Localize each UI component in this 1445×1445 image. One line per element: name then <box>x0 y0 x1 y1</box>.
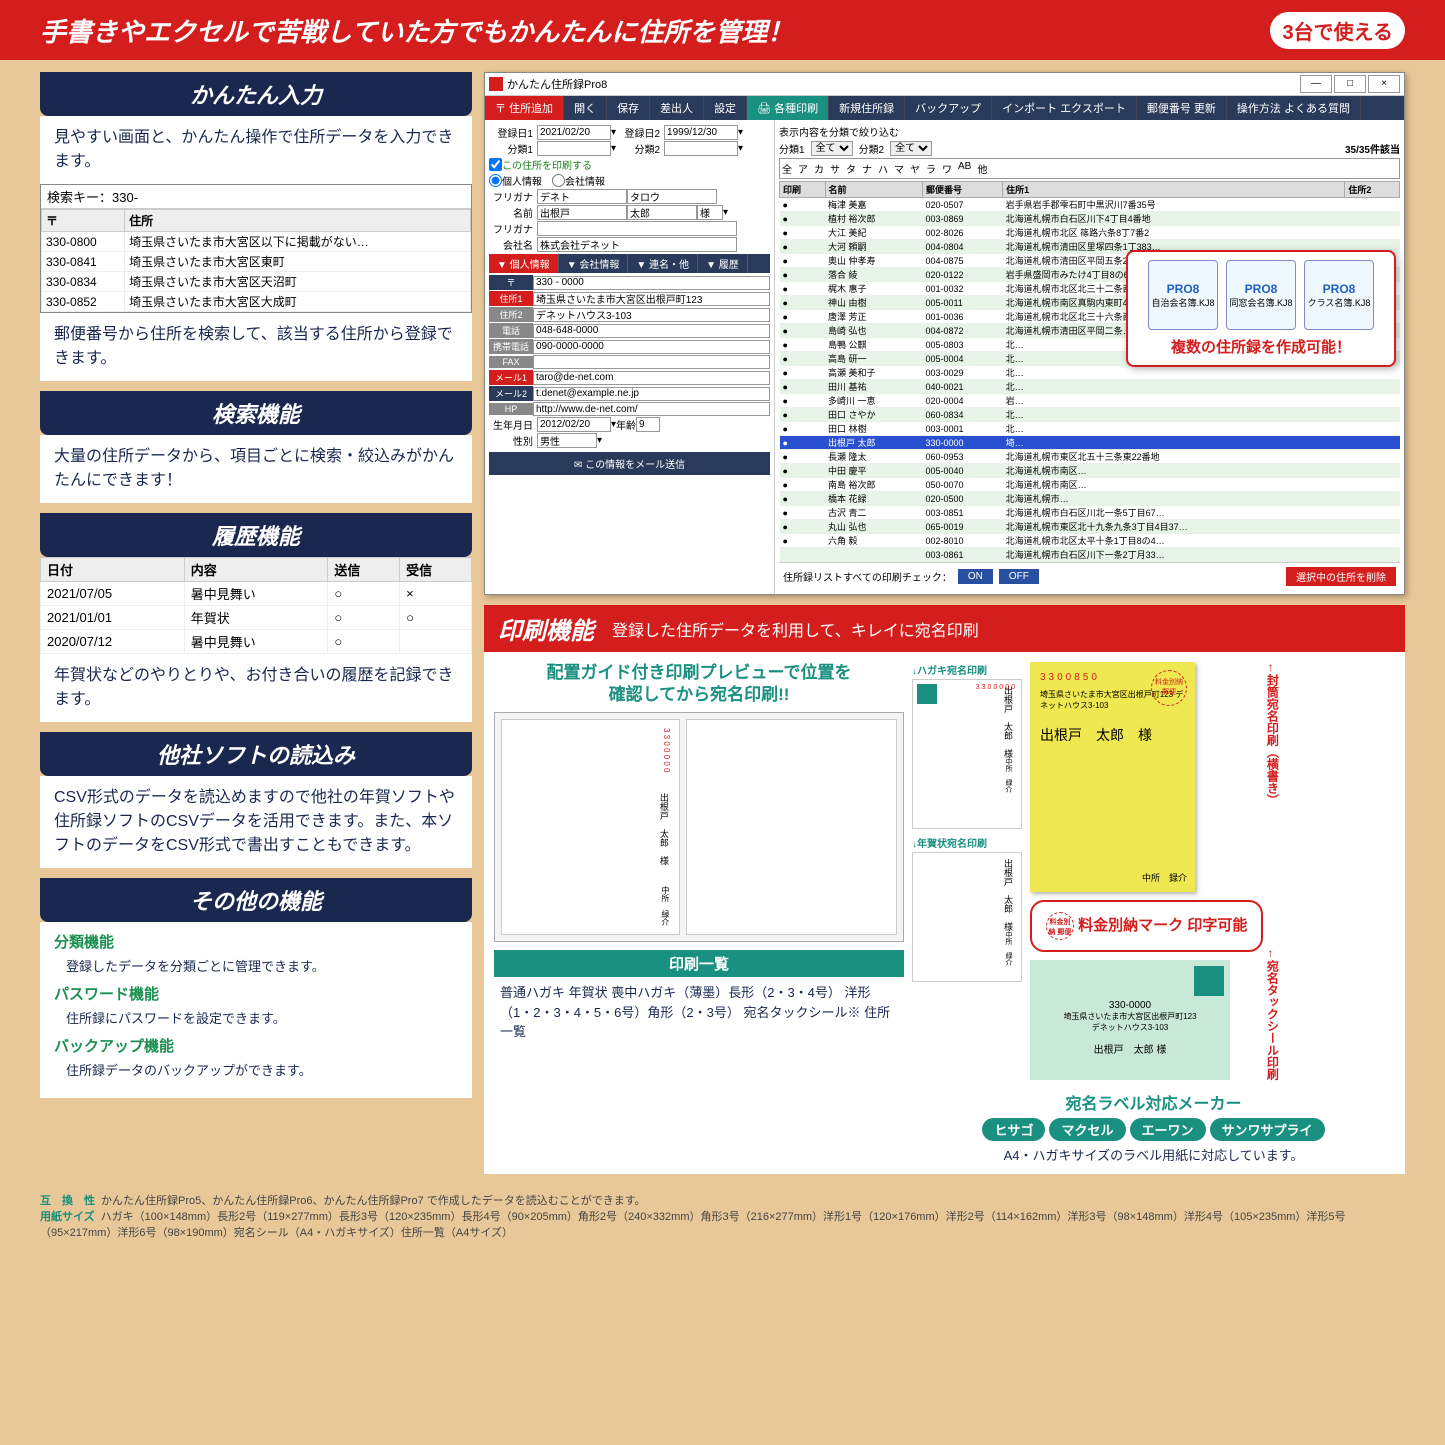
table-row[interactable]: ●橋本 花緑020-0500北海道札幌市… <box>780 492 1400 506</box>
form-pane: 登録日1▾ 登録日2▾ 分類1▾ 分類2▾ この住所を印刷する 個人情報 会社情… <box>485 120 775 594</box>
toolbar-btn[interactable]: 差出人 <box>650 96 704 120</box>
section-hdr-input: かんたん入力 <box>40 72 472 116</box>
window-title: かんたん住所録Pro8 <box>507 76 607 92</box>
send-mail-button[interactable]: ✉ この情報をメール送信 <box>489 452 770 475</box>
company-radio[interactable] <box>552 173 565 188</box>
tack-sample: 330-0000 埼玉県さいたま市大宮区出根戸町123 デネットハウス3-103… <box>1030 960 1230 1080</box>
firstname-input[interactable] <box>627 205 697 220</box>
toolbar-btn[interactable]: 〒 住所追加 <box>485 96 564 120</box>
company-input[interactable] <box>537 237 737 252</box>
mobile-input[interactable] <box>533 340 770 354</box>
footer: 互 換 性かんたん住所録Pro5、かんたん住所録Pro6、かんたん住所録Pro7… <box>0 1186 1445 1246</box>
close-button[interactable]: × <box>1368 75 1400 93</box>
table-row[interactable]: ●古沢 青二003-0851北海道札幌市白石区川北一条5丁目67… <box>780 506 1400 520</box>
table-row[interactable]: ●高瀬 美和子003-0029北… <box>780 366 1400 380</box>
print-checkbox[interactable] <box>489 157 502 172</box>
print-list-hdr: 印刷一覧 <box>494 950 904 977</box>
nenga-sample: 出根戸 太郎 様中所 緑介 <box>912 852 1022 982</box>
table-row[interactable]: ●出根戸 太郎330-0000埼… <box>780 436 1400 450</box>
row-count: 35/35件該当 <box>1345 141 1400 156</box>
toolbar-btn[interactable]: 開く <box>564 96 607 120</box>
fax-input[interactable] <box>533 355 770 369</box>
table-row[interactable]: ●多崎川 一恵020-0004岩… <box>780 394 1400 408</box>
toolbar-btn[interactable]: バックアップ <box>905 96 992 120</box>
print-hdr: 印刷機能 <box>498 611 594 646</box>
table-row[interactable]: ●植村 裕次郎003-0869北海道札幌市白石区川下4丁目4番地 <box>780 212 1400 226</box>
kana-filter[interactable]: 全アカサタナハマヤラワAB他 <box>779 158 1400 179</box>
check-off-button[interactable]: OFF <box>999 569 1039 584</box>
list-pane: 表示内容を分類で絞り込む 分類1全て 分類2全て35/35件該当 全アカサタナハ… <box>775 120 1404 594</box>
postal-desc: 郵便番号から住所を検索して、該当する住所から登録できます。 <box>40 313 472 381</box>
section-hdr-search: 検索機能 <box>40 391 472 435</box>
addr1-input[interactable] <box>533 292 770 306</box>
minimize-button[interactable]: — <box>1300 75 1332 93</box>
toolbar-btn[interactable]: 操作方法 よくある質問 <box>1227 96 1361 120</box>
table-row[interactable]: ●六角 毅002-8010北海道札幌市北区太平十条1丁目8の4… <box>780 534 1400 548</box>
toolbar-btn[interactable]: 新規住所録 <box>829 96 905 120</box>
addr2-input[interactable] <box>533 308 770 322</box>
table-row[interactable]: ●田川 基祐040-0021北… <box>780 380 1400 394</box>
toolbar-btn[interactable]: インポート エクスポート <box>992 96 1137 120</box>
mail1-input[interactable] <box>533 371 770 385</box>
cat2-select[interactable] <box>664 141 738 156</box>
date1-input[interactable] <box>537 125 611 140</box>
tel-input[interactable] <box>533 324 770 338</box>
maximize-button[interactable]: □ <box>1334 75 1366 93</box>
filter2-select[interactable]: 全て <box>890 141 932 156</box>
table-row[interactable]: ●南島 裕次郎050-0070北海道札幌市南区… <box>780 478 1400 492</box>
titlebar: かんたん住所録Pro8 — □ × <box>485 73 1404 96</box>
table-row[interactable]: ●長瀬 隆太060-0953北海道札幌市東区北五十三条東22番地 <box>780 450 1400 464</box>
toolbar-btn[interactable]: 郵便番号 更新 <box>1137 96 1227 120</box>
zip-input[interactable] <box>533 276 770 290</box>
banner-title: 手書きやエクセルで苦戦していた方でもかんたんに住所を管理！ <box>40 12 793 49</box>
table-row[interactable]: 003-0861北海道札幌市白石区川下一条2丁月33… <box>780 548 1400 562</box>
table-row[interactable]: ●丸山 弘也065-0019北海道札幌市東区北十九条九条3丁目4目37… <box>780 520 1400 534</box>
feature-column: かんたん入力 見やすい画面と、かんたん操作で住所データを入力できます。 検索キー… <box>40 72 472 1174</box>
hagaki-sample: 3300000 出根戸 太郎 様中所 緑介 <box>912 679 1022 829</box>
sex-select[interactable] <box>537 433 597 448</box>
birthday-input[interactable] <box>537 417 611 432</box>
banner-badge: 3台で使える <box>1270 12 1405 49</box>
toolbar-btn[interactable]: 🖨 各種印刷 <box>747 96 829 120</box>
table-row[interactable]: ●田口 林樹003-0001北… <box>780 422 1400 436</box>
section-hdr-other: その他の機能 <box>40 878 472 922</box>
section-hdr-history: 履歴機能 <box>40 513 472 557</box>
other-features: 分類機能登録したデータを分類ごとに管理できます。パスワード機能住所録にパスワード… <box>40 922 472 1098</box>
envelope-sample: 料金別納 郵便 3300850 埼玉県さいたま市大宮区出根戸町123 デネットハ… <box>1030 662 1195 892</box>
toolbar-btn[interactable]: 保存 <box>607 96 650 120</box>
lastname-input[interactable] <box>537 205 627 220</box>
postal-search-sample: 検索キー：330- 〒住所330-0800埼玉県さいたま市大宮区以下に掲載がない… <box>40 184 472 313</box>
table-row[interactable]: ●田口 さやか060-0834北… <box>780 408 1400 422</box>
section-hdr-import: 他社ソフトの読込み <box>40 732 472 776</box>
print-preview: 3 3 0 0 0 0 0出根戸 太郎 様中所 緑介 <box>494 712 904 942</box>
print-section: 印刷機能 登録した住所データを利用して、キレイに宛名印刷 配置ガイド付き印刷プレ… <box>484 605 1405 1174</box>
delete-button[interactable]: 選択中の住所を削除 <box>1286 567 1396 586</box>
filter1-select[interactable]: 全て <box>811 141 853 156</box>
address-table[interactable]: 印刷名前郵便番号住所1住所2●梅津 美嘉020-0507岩手県岩手郡雫石町中黒沢… <box>779 181 1400 562</box>
multi-book-callout: PRO8自治会名簿.KJ8PRO8同窓会名簿.KJ8PRO8クラス名簿.KJ8 … <box>1126 250 1396 367</box>
mail2-input[interactable] <box>533 387 770 401</box>
table-row[interactable]: ●中田 慶平005-0040北海道札幌市南区… <box>780 464 1400 478</box>
app-icon <box>489 77 503 91</box>
table-row[interactable]: ●梅津 美嘉020-0507岩手県岩手郡雫石町中黒沢川7番35号 <box>780 198 1400 212</box>
date2-input[interactable] <box>664 125 738 140</box>
hp-input[interactable] <box>533 402 770 416</box>
cat1-select[interactable] <box>537 141 611 156</box>
check-on-button[interactable]: ON <box>958 569 993 584</box>
personal-radio[interactable] <box>489 173 502 188</box>
history-sample: 日付内容送信受信2021/07/05暑中見舞い○×2021/01/01年賀状○○… <box>40 557 472 654</box>
toolbar: 〒 住所追加開く保存差出人設定🖨 各種印刷新規住所録バックアップインポート エク… <box>485 96 1404 120</box>
mark-callout: 料金別納 郵便 料金別納マーク 印字可能 <box>1030 900 1263 952</box>
app-window: かんたん住所録Pro8 — □ × 〒 住所追加開く保存差出人設定🖨 各種印刷新… <box>484 72 1405 595</box>
section-body: 見やすい画面と、かんたん操作で住所データを入力できます。 <box>40 116 472 184</box>
table-row[interactable]: ●大江 美紀002-8026北海道札幌市北区 篠路六条8丁7番2 <box>780 226 1400 240</box>
toolbar-btn[interactable]: 設定 <box>704 96 747 120</box>
